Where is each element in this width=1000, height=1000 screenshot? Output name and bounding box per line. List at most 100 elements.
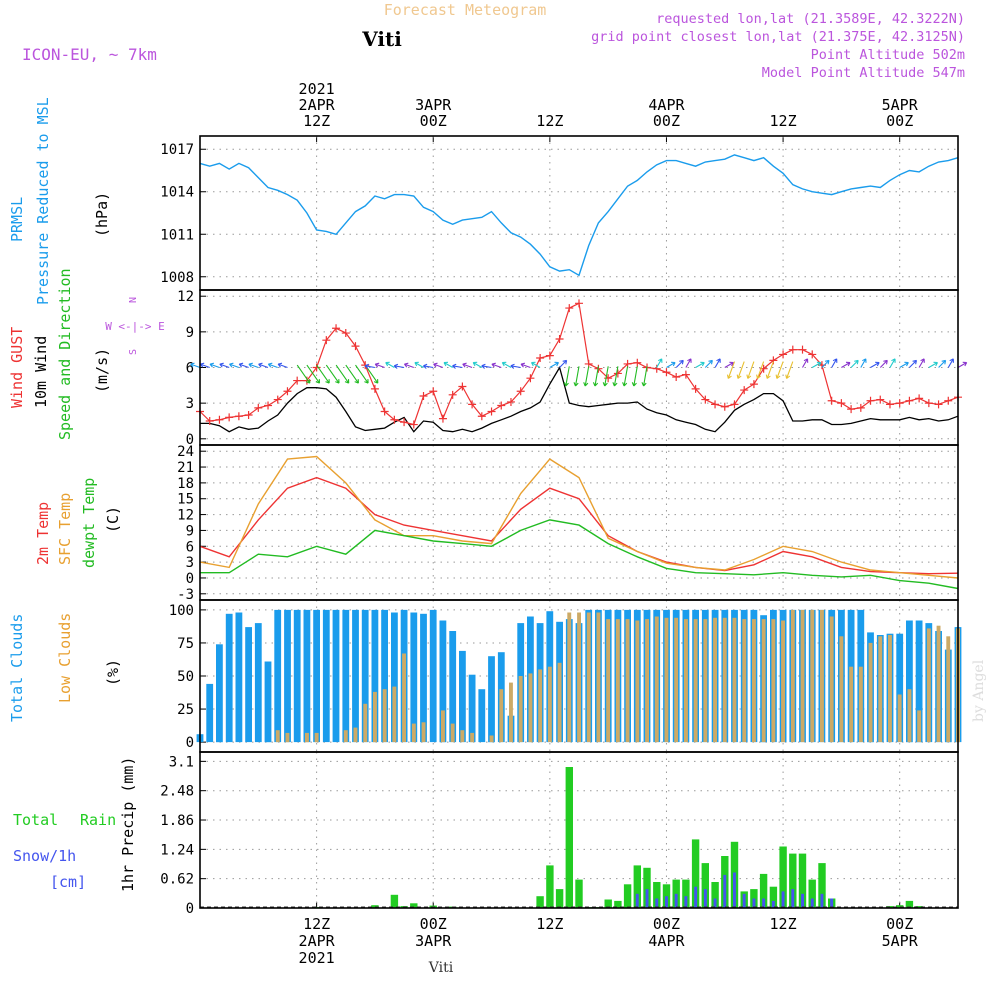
watermark: by Angel	[971, 659, 987, 722]
snow-bar	[645, 889, 649, 908]
precip-frame	[199, 751, 959, 909]
prmsl-label: PRMSL	[8, 197, 26, 242]
total-cloud-bar	[391, 612, 398, 743]
bottom-time-label: 00Z	[653, 915, 680, 933]
wind-direction-arrow	[675, 359, 684, 368]
rain-bar	[789, 853, 797, 908]
wind-direction-arrow	[802, 358, 809, 368]
low-cloud-bar	[654, 616, 659, 743]
wind-gust-marker	[293, 376, 302, 385]
model-altitude: Model Point Altitude 547m	[762, 65, 965, 81]
top-time-label: 12Z	[770, 112, 797, 130]
rain-bar	[604, 899, 612, 908]
low-cloud-bar	[470, 732, 475, 743]
wind-gust-marker	[779, 350, 788, 359]
wind-direction-arrow	[452, 363, 463, 369]
wind-gust-marker	[662, 368, 671, 377]
top-time-label: 12Z	[303, 112, 330, 130]
wind-gust-marker	[701, 395, 710, 404]
low-cloud-bar	[810, 609, 815, 743]
wind-direction-arrow	[850, 359, 859, 368]
total-cloud-bar	[264, 661, 272, 743]
wind-direction-arrow	[325, 364, 340, 384]
temp-ytick-label: 15	[177, 492, 194, 508]
low-cloud-bar	[645, 619, 649, 743]
requested-coords: requested lon,lat (21.3589E, 42.3222N)	[656, 11, 965, 27]
snow-bar	[713, 898, 717, 908]
wind-gust-marker	[681, 370, 690, 379]
wind-direction-arrow	[563, 366, 570, 387]
wind-gust-marker	[506, 397, 515, 406]
wind-direction-arrow	[296, 364, 311, 384]
wind-direction-arrow	[622, 366, 629, 387]
top-time-label: 12Z	[536, 112, 563, 130]
total-cloud-bar	[206, 683, 214, 743]
wind-gust-marker	[837, 399, 846, 408]
pressure-panel-labels: PRMSL Pressure Reduced to MSL (hPa)	[8, 97, 111, 305]
wind-gust-marker	[876, 395, 885, 404]
wind-gust-marker	[924, 399, 933, 408]
wind-direction-arrow	[899, 361, 909, 368]
wind-direction-arrow	[641, 366, 648, 387]
wind-direction-arrow	[510, 363, 521, 369]
wind-gust-marker	[555, 334, 564, 343]
wind-direction-arrow	[199, 362, 210, 369]
clouds-unit-label: (%)	[104, 659, 122, 686]
rain-bar	[818, 863, 826, 908]
low-cloud-bar	[285, 732, 290, 743]
wind-gust-marker	[711, 400, 720, 409]
total-cloud-bar	[254, 623, 262, 743]
wind-direction-arrow	[248, 362, 259, 369]
rain-bar	[896, 905, 904, 908]
bottom-time-label: 00Z	[420, 915, 447, 933]
wind-ytick-label: 9	[186, 325, 194, 341]
wind-gust-marker	[740, 386, 749, 395]
low-cloud-bar	[722, 617, 727, 743]
total-cloud-bar	[459, 650, 466, 743]
total-cloud-bar	[410, 612, 418, 743]
wind-gust-marker	[516, 387, 525, 396]
wind-direction-arrow	[841, 361, 851, 368]
rain-bar	[575, 879, 583, 908]
low-cloud-bar	[946, 636, 951, 743]
wind-gust-marker	[487, 407, 496, 416]
rain-bar	[701, 863, 709, 908]
bottom-time-label: 2021	[299, 949, 335, 967]
temp-ytick-label: 6	[186, 539, 194, 555]
wind-gust-marker	[691, 384, 700, 393]
rain-bar	[662, 884, 671, 908]
low-cloud-bar	[625, 619, 630, 743]
precip-unit-label: 1hr Precip (mm)	[119, 757, 137, 892]
total-cloud-bar	[429, 609, 437, 743]
low-cloud-bar	[693, 619, 698, 743]
low-cloud-bar	[829, 616, 834, 743]
wind-gust-marker	[380, 407, 389, 416]
bottom-time-label: 12Z	[303, 915, 330, 933]
snow-bar	[771, 900, 775, 908]
low-cloud-bar	[761, 619, 766, 743]
wind-direction-arrow	[928, 361, 938, 368]
wind-direction-arrow	[433, 362, 444, 369]
low-cloud-bar	[800, 609, 805, 743]
temp-unit-label: (C)	[104, 506, 122, 533]
top-time-label: 00Z	[653, 112, 680, 130]
wind-gust-marker	[477, 412, 486, 421]
low-cloud-bar	[518, 676, 523, 743]
low-cloud-bar	[868, 642, 873, 743]
wind-gust-marker	[720, 402, 729, 411]
bottom-time-label: 12Z	[770, 915, 797, 933]
wind-direction-arrow	[879, 359, 888, 368]
low-cloud-bar	[343, 730, 348, 743]
bottom-time-label: 4APR	[648, 932, 685, 950]
wind-gust-marker	[915, 394, 924, 403]
wind-direction-arrow	[423, 363, 434, 369]
wind-direction-arrow	[258, 362, 269, 369]
rain-bar	[915, 906, 923, 908]
low-cloud-bar	[936, 625, 941, 743]
temp-2m-label: 2m Temp	[34, 502, 52, 565]
low-cloud-bar	[684, 619, 688, 743]
temp-ytick-label: 3	[186, 555, 194, 571]
wind-gust-marker	[905, 396, 914, 405]
total-cloud-bar	[332, 609, 340, 743]
